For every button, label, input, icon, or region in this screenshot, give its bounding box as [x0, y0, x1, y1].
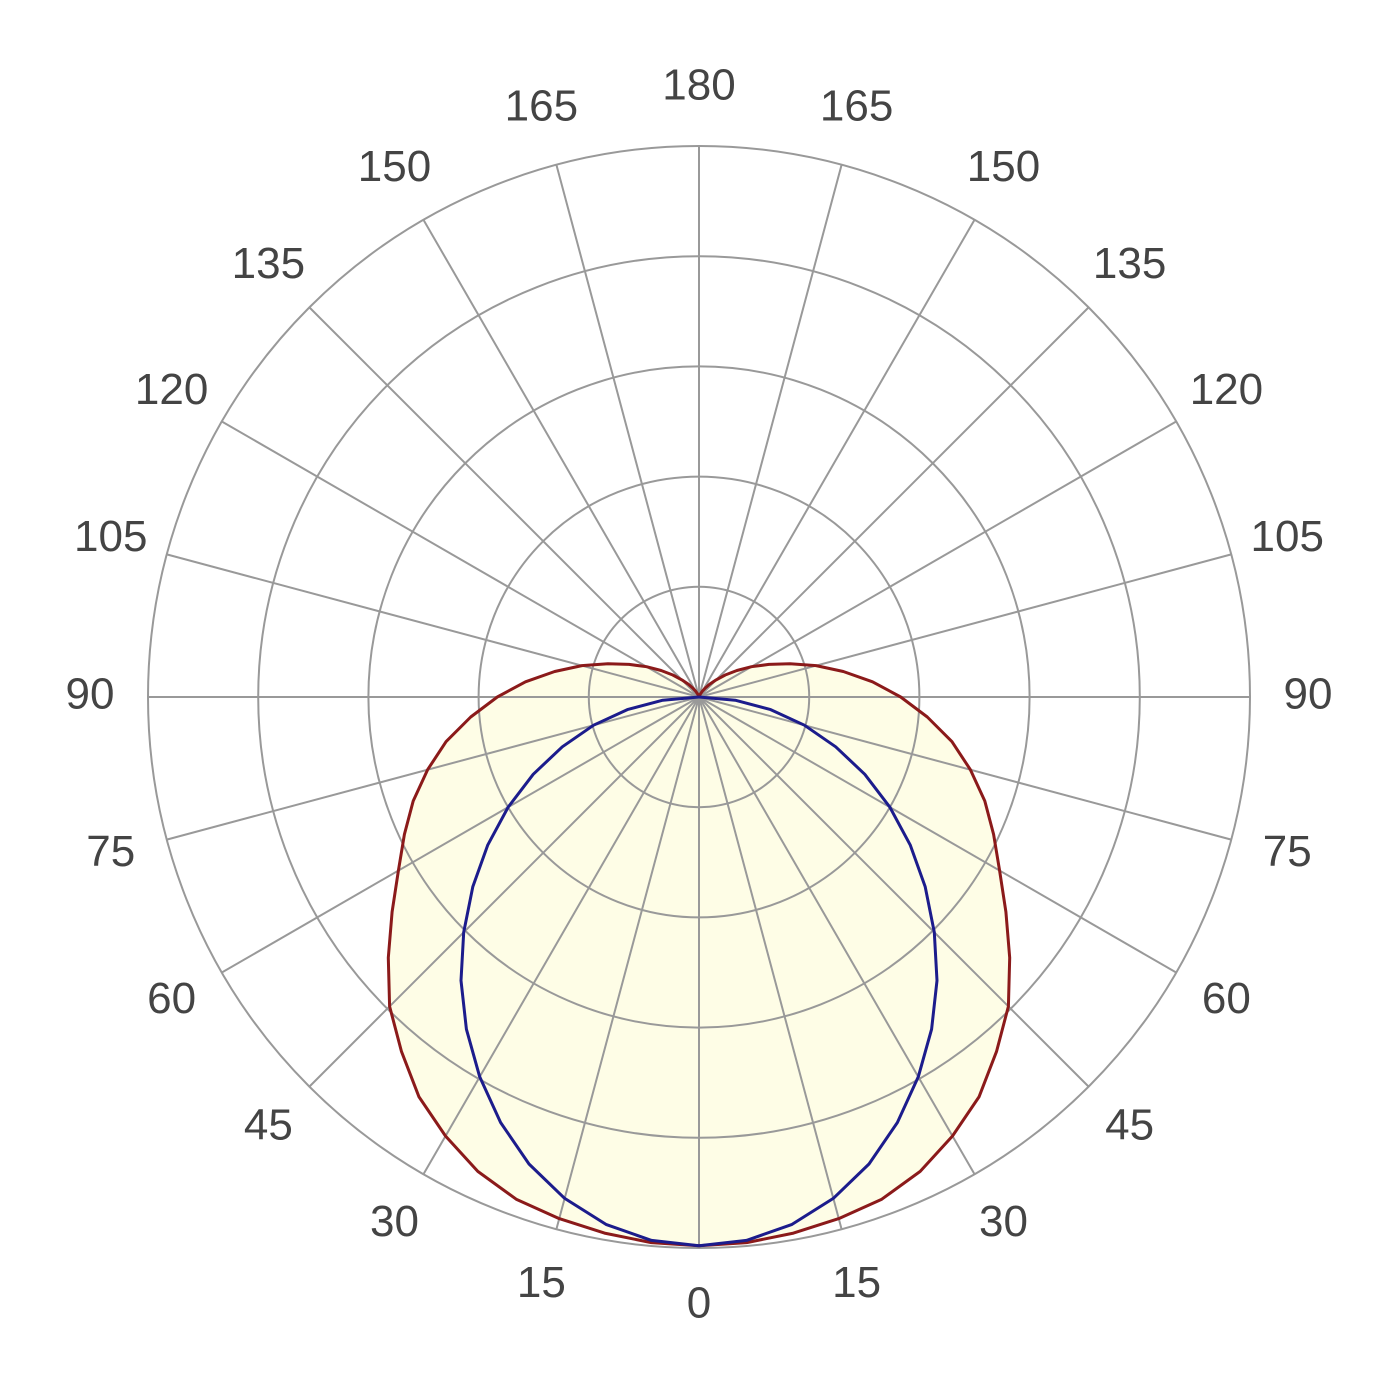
angle-label: 30 — [979, 1197, 1028, 1246]
angle-label: 135 — [232, 239, 305, 288]
grid-spoke — [698, 696, 976, 1175]
angle-label: 75 — [86, 827, 135, 876]
angle-label: 165 — [505, 81, 578, 130]
grid-spoke — [698, 696, 1090, 1088]
grid-spoke — [166, 553, 700, 698]
grid-spoke — [698, 696, 843, 1230]
grid-spoke — [555, 164, 700, 698]
angle-label: 0 — [687, 1279, 711, 1328]
angle-label: 135 — [1093, 239, 1166, 288]
grid-spoke — [698, 306, 1090, 698]
curve — [386, 662, 701, 1248]
angle-label: 90 — [1284, 670, 1333, 719]
angle-label: 15 — [517, 1258, 566, 1307]
line-layer — [386, 662, 1012, 1248]
angle-label: 165 — [820, 81, 893, 130]
curve — [697, 662, 1012, 1248]
grid-spoke — [698, 696, 1232, 841]
label-layer: 0 15 15 30 30 45 45 60 60 75 75 90 90 105 105 120 120 135… — [66, 61, 1333, 1328]
grid-layer — [147, 145, 1251, 1249]
grid-spoke — [422, 219, 700, 698]
grid-spoke — [308, 696, 700, 1088]
grid-spoke — [698, 219, 976, 698]
grid-spoke — [221, 696, 700, 974]
grid-spoke — [166, 696, 700, 841]
grid-spoke — [422, 696, 700, 1175]
angle-label: 150 — [358, 142, 431, 191]
curve — [459, 695, 700, 1248]
angle-label: 30 — [370, 1197, 419, 1246]
angle-label: 120 — [1190, 365, 1263, 414]
angle-label: 105 — [74, 512, 147, 561]
grid-spoke — [555, 696, 700, 1230]
grid-spoke — [698, 696, 1177, 974]
grid-spoke — [221, 420, 700, 698]
angle-label: 90 — [66, 670, 115, 719]
grid-spoke — [698, 164, 843, 698]
grid-spoke — [698, 553, 1232, 698]
angle-label: 75 — [1263, 827, 1312, 876]
angle-label: 150 — [967, 142, 1040, 191]
curve — [698, 695, 939, 1248]
grid-spoke — [308, 306, 700, 698]
angle-label: 60 — [147, 974, 196, 1023]
angle-label: 105 — [1251, 512, 1324, 561]
angle-label: 60 — [1202, 974, 1251, 1023]
angle-label: 45 — [1105, 1100, 1154, 1149]
angle-label: 180 — [662, 61, 735, 110]
angle-label: 45 — [244, 1100, 293, 1149]
angle-label: 120 — [135, 365, 208, 414]
grid-spoke — [698, 420, 1177, 698]
angle-label: 15 — [832, 1258, 881, 1307]
